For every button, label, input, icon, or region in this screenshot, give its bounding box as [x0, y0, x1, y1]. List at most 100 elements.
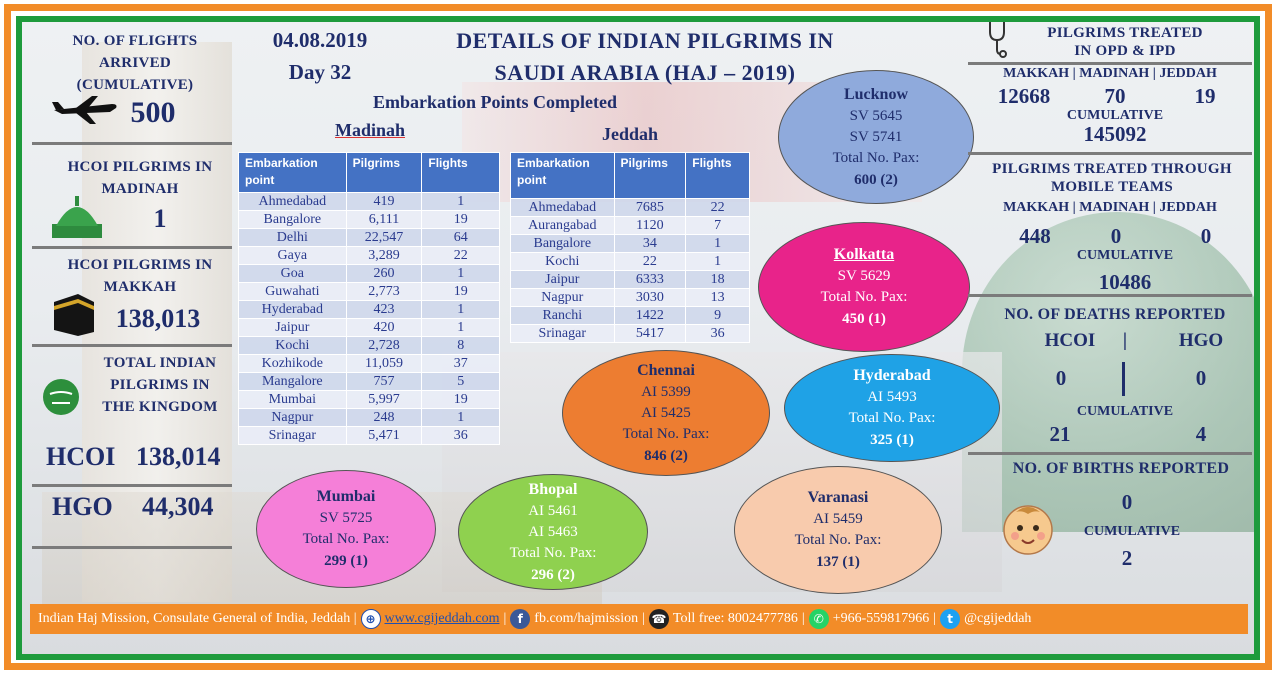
mobile-jeddah-value: 0 — [1200, 224, 1212, 248]
pilgrims-cell: 1422 — [613, 306, 687, 325]
oval-city-name: Chennai — [637, 361, 695, 379]
pilgrims-cell: 3030 — [613, 288, 687, 307]
hcoi-total-label: HCOI — [46, 442, 116, 471]
divider — [968, 294, 1252, 297]
flights-cell: 19 — [421, 282, 500, 301]
divider — [968, 152, 1252, 155]
lucknow-flight-oval: Lucknow SV 5645 SV 5741 Total No. Pax: 600 (… — [778, 70, 974, 204]
table-row: Jaipur 420 1 — [238, 318, 500, 337]
kaaba-icon — [54, 294, 94, 336]
opd-jeddah-value: 19 — [1194, 84, 1216, 108]
table-row: Nagpur 3030 13 — [510, 288, 750, 307]
divider — [32, 246, 232, 249]
table-row: Mangalore 757 5 — [238, 372, 500, 391]
oval-city-name: Hyderabad — [853, 367, 931, 384]
table-row: Aurangabad 1120 7 — [510, 216, 750, 235]
table-row: Jaipur 6333 18 — [510, 270, 750, 289]
deaths-hgo-value: 0 — [1195, 366, 1207, 390]
divider — [968, 62, 1252, 65]
flights-cell: 19 — [421, 210, 500, 229]
saudi-flag-icon — [43, 379, 79, 415]
opd-title-line: PILGRIMS TREATED — [1047, 25, 1203, 41]
madinah-label: Madinah — [334, 120, 406, 140]
pilgrims-cell: 2,728 — [345, 336, 423, 355]
flights-title-line: ARRIVED — [98, 55, 172, 71]
madinah-pilgrims-value: 1 — [153, 204, 167, 233]
oval-detail-line: AI 5399 — [641, 383, 691, 400]
flights-cell: 36 — [421, 426, 500, 445]
embarkation-point-cell: Gaya — [238, 246, 347, 265]
deaths-header-separator: | — [1122, 330, 1128, 351]
mobile-cumulative-value: 10486 — [1098, 270, 1152, 294]
births-cumulative-label: CUMULATIVE — [1083, 524, 1181, 539]
embarkation-point-cell: Jaipur — [510, 270, 615, 289]
pilgrims-cell: 22,547 — [345, 228, 423, 247]
website-link[interactable]: www.cgijeddah.com — [384, 611, 500, 626]
pilgrims-cell: 11,059 — [345, 354, 423, 373]
deaths-hgo-label: HGO — [1178, 330, 1224, 351]
table-header-row: Embarkation point Pilgrims Flights — [238, 152, 500, 193]
chennai-flight-oval: Chennai AI 5399 AI 5425 Total No. Pax: 846 (… — [562, 350, 770, 476]
kolkatta-flight-oval: Kolkatta SV 5629 Total No. Pax: 450 (1) — [758, 222, 970, 352]
flights-title: NO. OF FLIGHTS ARRIVED (CUMULATIVE) — [40, 30, 230, 96]
oval-detail-line: SV 5725 — [319, 510, 373, 526]
mobile-madinah-value: 0 — [1110, 224, 1122, 248]
footer-separator: | — [933, 611, 937, 626]
makkah-pilgrims-title: HCOI PILGRIMS IN MAKKAH — [40, 254, 240, 298]
oval-detail-line: AI 5459 — [813, 511, 863, 527]
twitter-handle[interactable]: @cgijeddah — [964, 611, 1032, 626]
green-dome-icon — [52, 196, 102, 238]
stethoscope-icon — [989, 22, 1007, 58]
whatsapp-icon: ✆ — [808, 609, 829, 629]
table-row: Ranchi 1422 9 — [510, 306, 750, 325]
oval-detail-line: Total No. Pax: — [509, 544, 597, 561]
table-row: Ahmedabad 7685 22 — [510, 198, 750, 217]
births-cumulative-value: 2 — [1121, 546, 1133, 570]
pilgrims-cell: 1120 — [613, 216, 687, 235]
mumbai-flight-oval: Mumbai SV 5725 Total No. Pax: 299 (1) — [256, 470, 436, 588]
facebook-link[interactable]: fb.com/hajmission — [534, 611, 639, 626]
oval-city-name: Mumbai — [316, 488, 376, 505]
embarkation-point-cell: Kochi — [238, 336, 347, 355]
deaths-title: NO. OF DEATHS REPORTED — [1004, 306, 1226, 323]
oval-total-pax: 296 (2) — [531, 566, 575, 583]
embarkation-point-cell: Ranchi — [510, 306, 615, 325]
madinah-pilgrims-title: HCOI PILGRIMS IN MADINAH — [40, 156, 240, 200]
jeddah-table: Embarkation point Pilgrims Flights Ahmed… — [510, 152, 750, 343]
oval-detail-line: AI 5425 — [641, 404, 691, 421]
airplane-icon — [52, 96, 117, 124]
divider — [968, 452, 1252, 455]
flights-cell: 22 — [685, 198, 750, 217]
column-header: Embarkation point — [510, 152, 615, 199]
opd-cumulative-value: 145092 — [1083, 122, 1147, 146]
oval-city-name: Lucknow — [843, 85, 909, 103]
oval-city-name: Varanasi — [807, 489, 869, 506]
mobile-title-line: MOBILE TEAMS — [1050, 179, 1174, 195]
flights-cell: 1 — [421, 318, 500, 337]
embarkation-point-cell: Delhi — [238, 228, 347, 247]
oval-detail-line: Total No. Pax: — [794, 532, 882, 548]
oval-total-pax: 846 (2) — [644, 447, 688, 464]
oval-detail-line: Total No. Pax: — [622, 425, 710, 442]
table-row: Kochi 2,728 8 — [238, 336, 500, 355]
table-row: Delhi 22,547 64 — [238, 228, 500, 247]
hgo-total-value: 44,304 — [142, 492, 214, 521]
tollfree-number: Toll free: 8002477786 — [672, 611, 798, 626]
flights-cell: 36 — [685, 324, 750, 343]
table-row: Bangalore 34 1 — [510, 234, 750, 253]
jeddah-label: Jeddah — [601, 124, 659, 144]
hcoi-total-value: 138,014 — [136, 442, 221, 471]
embarkation-point-cell: Aurangabad — [510, 216, 615, 235]
page-title-line1: DETAILS OF INDIAN PILGRIMS IN — [456, 28, 834, 53]
embarkation-point-cell: Kochi — [510, 252, 615, 271]
flights-cell: 22 — [421, 246, 500, 265]
footer-separator: | — [801, 611, 805, 626]
divider — [32, 546, 232, 549]
makkah-pilgrims-value: 138,013 — [115, 304, 201, 333]
table-row: Mumbai 5,997 19 — [238, 390, 500, 409]
table-row: Guwahati 2,773 19 — [238, 282, 500, 301]
table-row: Hyderabad 423 1 — [238, 300, 500, 319]
oval-total-pax: 325 (1) — [870, 432, 914, 448]
deaths-value-separator — [1122, 362, 1125, 396]
opd-makkah-value: 12668 — [997, 84, 1051, 108]
